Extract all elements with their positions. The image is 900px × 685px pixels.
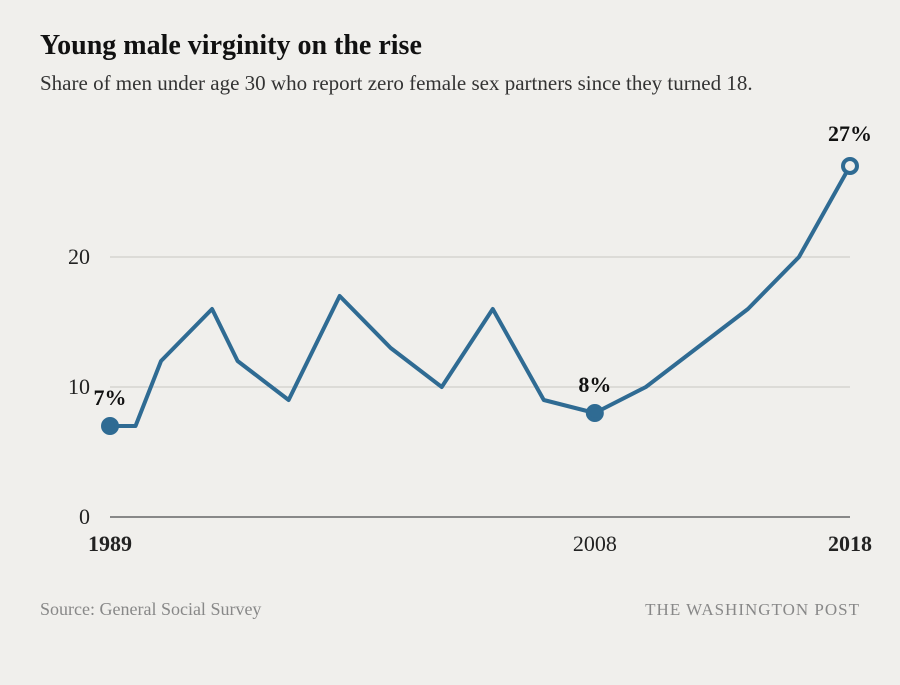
x-tick-label: 2008 — [573, 531, 617, 557]
chart-subtitle: Share of men under age 30 who report zer… — [40, 70, 800, 97]
data-point-label: 27% — [828, 121, 872, 147]
y-tick-label: 10 — [40, 374, 90, 400]
chart-area: 010201989200820187%8%27% — [40, 117, 860, 577]
chart-svg — [40, 117, 860, 577]
data-point-label: 7% — [94, 385, 127, 411]
source-text: Source: General Social Survey — [40, 599, 261, 620]
data-point-label: 8% — [578, 372, 611, 398]
y-tick-label: 20 — [40, 244, 90, 270]
chart-title: Young male virginity on the rise — [40, 30, 860, 62]
y-tick-label: 0 — [40, 504, 90, 530]
x-tick-label: 2018 — [828, 531, 872, 557]
x-tick-label: 1989 — [88, 531, 132, 557]
brand-text: THE WASHINGTON POST — [645, 600, 860, 620]
footer: Source: General Social Survey THE WASHIN… — [40, 599, 860, 620]
